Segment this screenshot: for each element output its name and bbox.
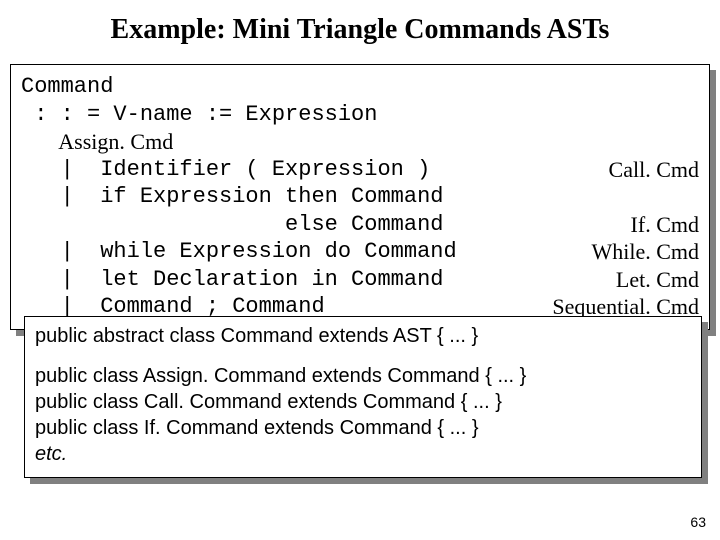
grammar-lhs: | let Declaration in Command <box>21 266 443 294</box>
grammar-label: Let. Cmd <box>608 266 699 294</box>
code-box: public abstract class Command extends AS… <box>24 316 702 478</box>
grammar-row: | Identifier ( Expression ) Call. Cmd <box>21 156 699 184</box>
grammar-row: | if Expression then Command <box>21 183 699 211</box>
grammar-lhs: else Command <box>21 211 443 239</box>
grammar-label: If. Cmd <box>623 211 699 239</box>
slide-title: Example: Mini Triangle Commands ASTs <box>0 0 720 54</box>
code-line: public class Call. Command extends Comma… <box>35 389 691 415</box>
grammar-row: | let Declaration in Command Let. Cmd <box>21 266 699 294</box>
code-line: etc. <box>35 441 691 467</box>
grammar-lhs: | Identifier ( Expression ) <box>21 156 430 184</box>
code-line: public class If. Command extends Command… <box>35 415 691 441</box>
grammar-row: | while Expression do Command While. Cmd <box>21 238 699 266</box>
grammar-box-wrap: Command : : = V-name := Expression Assig… <box>10 64 710 330</box>
grammar-lhs: | while Expression do Command <box>21 238 457 266</box>
grammar-box: Command : : = V-name := Expression Assig… <box>10 64 710 330</box>
slide-number: 63 <box>690 514 706 530</box>
slide: Example: Mini Triangle Commands ASTs Com… <box>0 0 720 540</box>
code-line: public class Assign. Command extends Com… <box>35 363 691 389</box>
code-box-wrap: public abstract class Command extends AS… <box>24 316 702 478</box>
grammar-label <box>691 128 699 156</box>
grammar-head: Command <box>21 73 699 101</box>
code-line: public abstract class Command extends AS… <box>35 323 691 349</box>
grammar-lhs: Assign. Cmd <box>21 128 173 156</box>
grammar-label: While. Cmd <box>583 238 699 266</box>
grammar-row: else Command If. Cmd <box>21 211 699 239</box>
grammar-label: Call. Cmd <box>601 156 699 184</box>
grammar-row: Assign. Cmd <box>21 128 699 156</box>
grammar-lhs: | if Expression then Command <box>21 183 443 211</box>
grammar-label <box>691 183 699 211</box>
grammar-row: : : = V-name := Expression <box>21 101 699 129</box>
grammar-lhs: : : = V-name := Expression <box>21 101 377 129</box>
code-blank-line <box>35 349 691 363</box>
grammar-label <box>691 101 699 129</box>
